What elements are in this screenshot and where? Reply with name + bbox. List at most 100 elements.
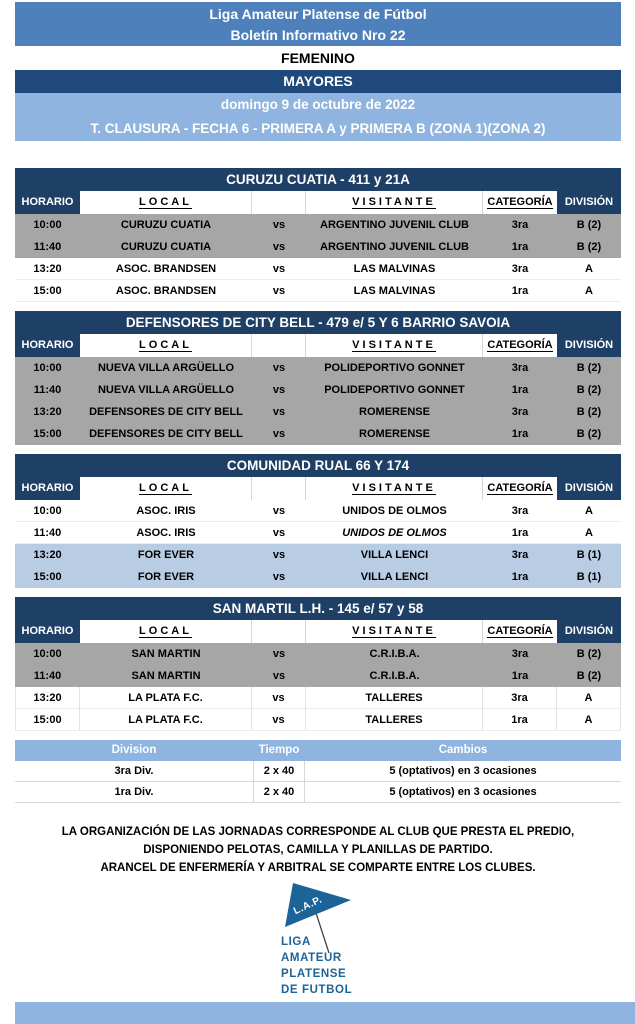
venue-title: DEFENSORES DE CITY BELL - 479 e/ 5 Y 6 B… [15, 311, 621, 334]
match-row: 11:40 SAN MARTIN vs C.R.I.B.A. 1ra B (2) [15, 665, 621, 687]
categoria-cell: 1ra [483, 379, 557, 401]
local-team-cell: DEFENSORES DE CITY BELL [80, 401, 252, 423]
categoria-cell: 1ra [483, 522, 557, 544]
col-header-visitante: VISITANTE [306, 620, 483, 643]
vs-label: vs [252, 280, 306, 302]
visitor-team-cell: ROMERENSE [306, 423, 483, 445]
horario-cell: 13:20 [15, 687, 80, 709]
col-header-categoria-label: CATEGORÍA [487, 625, 553, 638]
col-header-division: DIVISIÓN [557, 477, 621, 500]
visitor-team-cell: TALLERES [306, 709, 483, 731]
match-row: 15:00 FOR EVER vs VILLA LENCI 1ra B (1) [15, 566, 621, 588]
col-header-local: LOCAL [80, 477, 252, 500]
match-row: 10:00 CURUZU CUATIA vs ARGENTINO JUVENIL CL… [15, 214, 621, 236]
col-header-visitante-label: VISITANTE [352, 339, 436, 352]
rules-table: Division Tiempo Cambios 3ra Div. 2 x 40 … [15, 740, 621, 803]
col-header-categoria: CATEGORÍA [483, 334, 557, 357]
local-team-cell: ASOC. IRIS [80, 500, 252, 522]
division-cell: A [557, 687, 621, 709]
venue-title: COMUNIDAD RUAL 66 Y 174 [15, 454, 621, 477]
note-line: ARANCEL DE ENFERMERÍA Y ARBITRAL SE COMP… [100, 862, 536, 874]
col-header-visitante: VISITANTE [306, 191, 483, 214]
division-cell: A [557, 280, 621, 302]
local-team-cell: FOR EVER [80, 566, 252, 588]
match-row: 13:20 DEFENSORES DE CITY BELL vs ROMERENSE 3… [15, 401, 621, 423]
vs-label: vs [252, 687, 306, 709]
match-row: 13:20 FOR EVER vs VILLA LENCI 3ra B (1) [15, 544, 621, 566]
horario-cell: 13:20 [15, 544, 80, 566]
col-header-vs [252, 620, 306, 643]
local-team-cell: LA PLATA F.C. [80, 709, 252, 731]
horario-cell: 13:20 [15, 258, 80, 280]
local-team-cell: NUEVA VILLA ARGÜELLO [80, 379, 252, 401]
logo-line-platense: PLATENSE [281, 968, 346, 980]
col-header-categoria: CATEGORÍA [483, 191, 557, 214]
categoria-cell: 3ra [483, 643, 557, 665]
venue-header-row: HORARIO LOCAL VISITANTE CATEGORÍA DIVISIÓN [15, 620, 621, 643]
date-line: domingo 9 de octubre de 2022 [220, 97, 416, 112]
visitor-team-cell: POLIDEPORTIVO GONNET [306, 379, 483, 401]
venue-title: SAN MARTIL L.H. - 145 e/ 57 y 58 [15, 597, 621, 620]
division-cell: B (2) [557, 379, 621, 401]
local-team-cell: ASOC. IRIS [80, 522, 252, 544]
local-team-cell: CURUZU CUATIA [80, 214, 252, 236]
match-row: 11:40 NUEVA VILLA ARGÜELLO vs POLIDEPORTIVO… [15, 379, 621, 401]
vs-label: vs [252, 401, 306, 423]
venue-title: CURUZU CUATIA - 411 y 21A [15, 168, 621, 191]
horario-cell: 10:00 [15, 357, 80, 379]
categoria-cell: 1ra [483, 566, 557, 588]
venue-header-row: HORARIO LOCAL VISITANTE CATEGORÍA DIVISIÓN [15, 191, 621, 214]
vs-label: vs [252, 214, 306, 236]
vs-label: vs [252, 500, 306, 522]
local-team-cell: CURUZU CUATIA [80, 236, 252, 258]
col-header-categoria-label: CATEGORÍA [487, 339, 553, 352]
footer-band [15, 1002, 635, 1024]
venue-header-row: HORARIO LOCAL VISITANTE CATEGORÍA DIVISIÓN [15, 334, 621, 357]
categoria-cell: 3ra [483, 357, 557, 379]
division-cell: B (2) [557, 214, 621, 236]
visitor-team-cell: ROMERENSE [306, 401, 483, 423]
col-header-vs [252, 191, 306, 214]
vs-label: vs [252, 379, 306, 401]
local-team-cell: ASOC. BRANDSEN [80, 280, 252, 302]
horario-cell: 11:40 [15, 379, 80, 401]
col-header-horario: HORARIO [15, 191, 80, 214]
rules-division-cell: 1ra Div. [15, 782, 253, 803]
col-header-local-label: LOCAL [139, 625, 192, 638]
horario-cell: 15:00 [15, 566, 80, 588]
horario-cell: 13:20 [15, 401, 80, 423]
rules-cambios-cell: 5 (optativos) en 3 ocasiones [305, 782, 621, 803]
visitor-team-cell: UNIDOS DE OLMOS [306, 500, 483, 522]
visitor-team-cell: ARGENTINO JUVENIL CLUB [306, 214, 483, 236]
categoria-cell: 3ra [483, 544, 557, 566]
vs-label: vs [252, 709, 306, 731]
match-row: 11:40 CURUZU CUATIA vs ARGENTINO JUVENIL CL… [15, 236, 621, 258]
division-cell: B (2) [557, 401, 621, 423]
horario-cell: 11:40 [15, 236, 80, 258]
lap-logo: L.A.P. LIGA AMATEUR PLATENSE DE FUTBOL [0, 881, 635, 1001]
horario-cell: 11:40 [15, 665, 80, 687]
horario-cell: 15:00 [15, 709, 80, 731]
categoria-cell: 3ra [483, 401, 557, 423]
horario-cell: 10:00 [15, 500, 80, 522]
col-header-visitante-label: VISITANTE [352, 482, 436, 495]
venue-table: COMUNIDAD RUAL 66 Y 174 HORARIO LOCAL VISIT… [15, 454, 621, 588]
match-row: 13:20 LA PLATA F.C. vs TALLERES 3ra A [15, 687, 621, 709]
division-cell: A [557, 258, 621, 280]
categoria-cell: 1ra [483, 236, 557, 258]
vs-label: vs [252, 236, 306, 258]
division-cell: A [557, 500, 621, 522]
organization-notes: LA ORGANIZACIÓN DE LAS JORNADAS CORRESPO… [15, 823, 621, 877]
col-header-visitante: VISITANTE [306, 334, 483, 357]
col-header-categoria: CATEGORÍA [483, 477, 557, 500]
categoria-cell: 1ra [483, 665, 557, 687]
col-header-division: DIVISIÓN [557, 334, 621, 357]
local-team-cell: NUEVA VILLA ARGÜELLO [80, 357, 252, 379]
division-cell: A [557, 522, 621, 544]
horario-cell: 10:00 [15, 643, 80, 665]
division-cell: B (2) [557, 357, 621, 379]
rules-header-cambios: Cambios [438, 744, 488, 756]
match-row: 10:00 ASOC. IRIS vs UNIDOS DE OLMOS 3ra A [15, 500, 621, 522]
bulletin-number: Boletín Informativo Nro 22 [230, 27, 406, 43]
